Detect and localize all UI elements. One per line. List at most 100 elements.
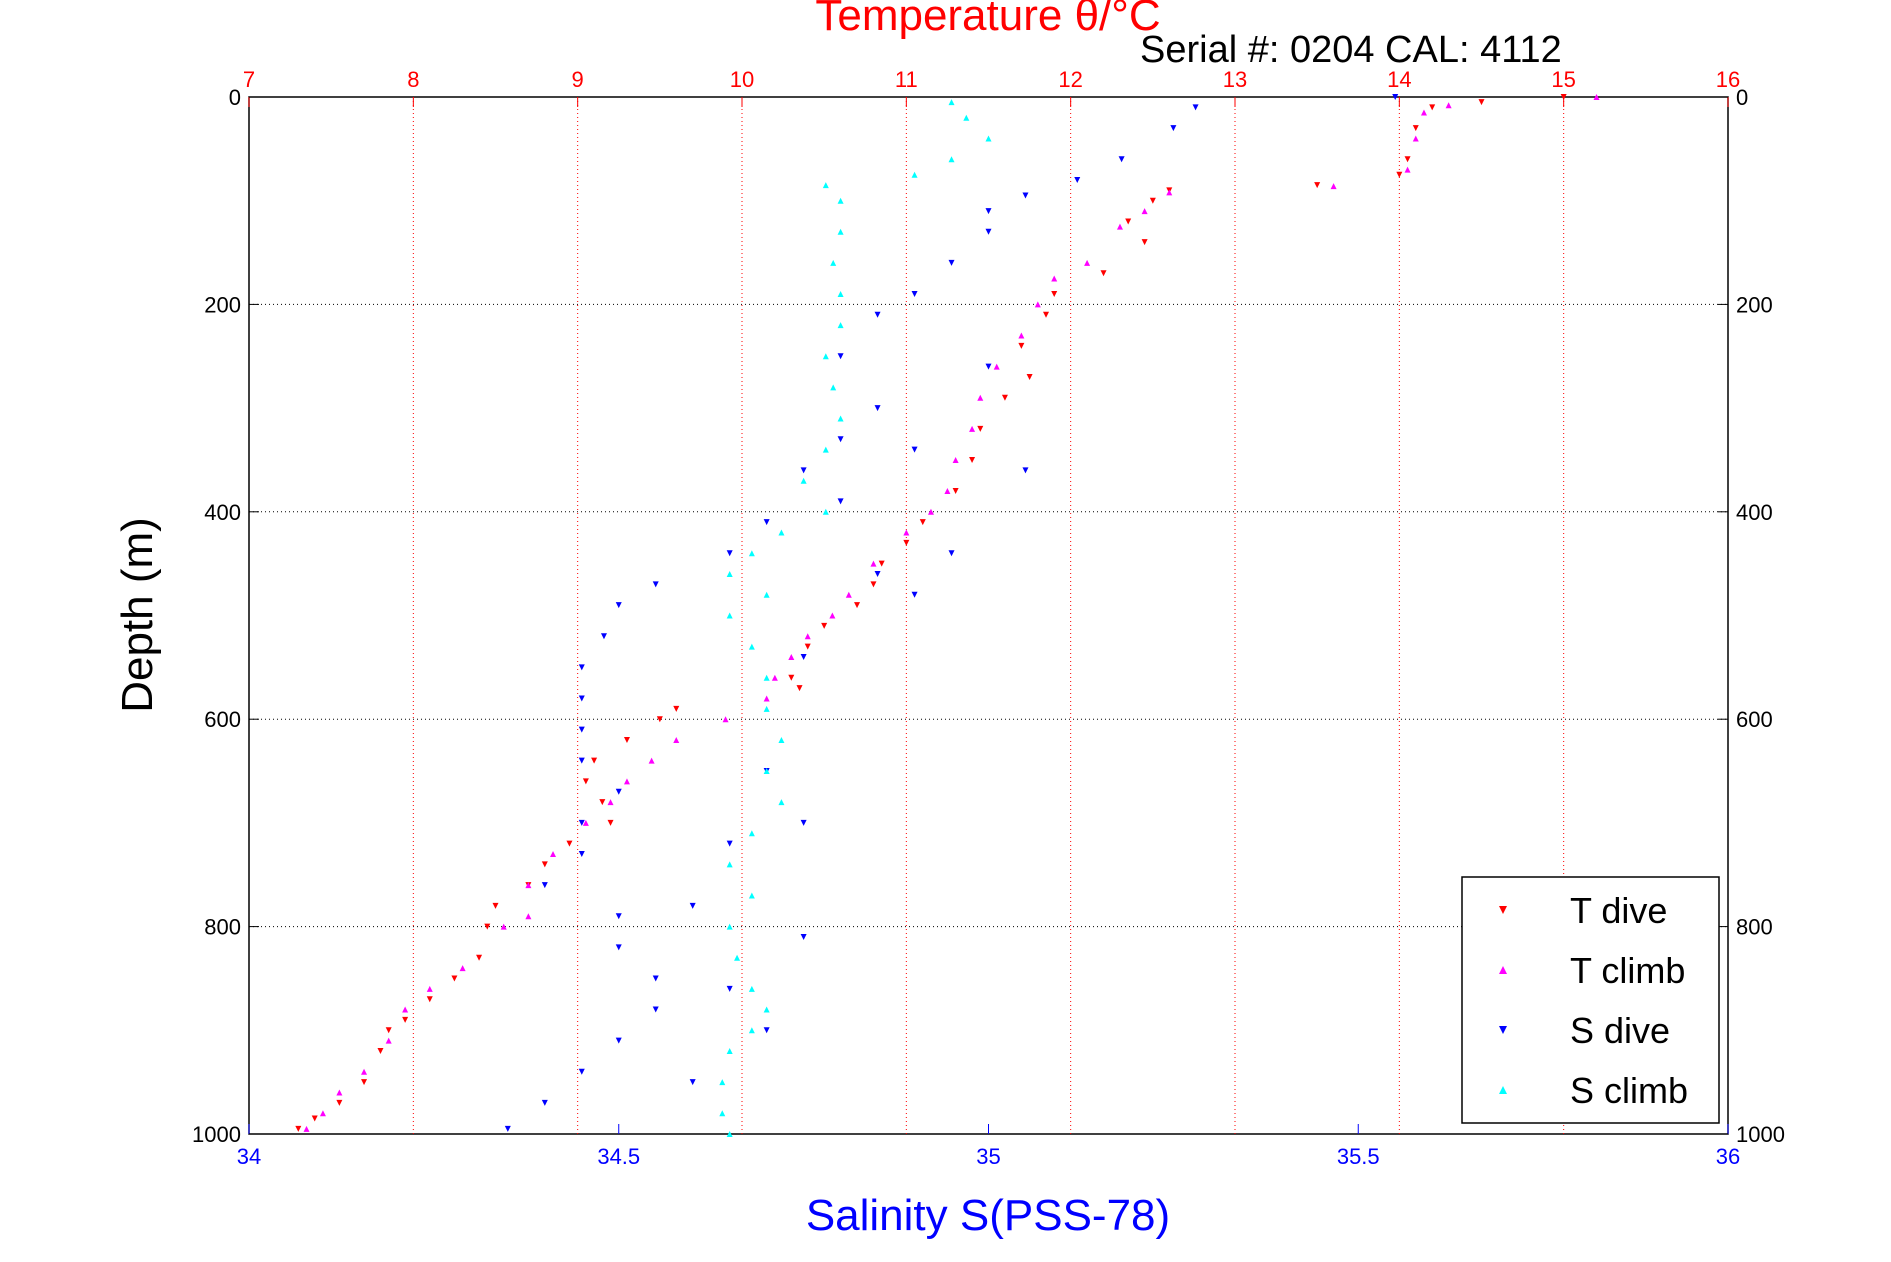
legend-label: S dive <box>1570 1010 1670 1051</box>
data-point <box>919 519 926 526</box>
data-point <box>578 851 585 858</box>
data-point <box>1429 104 1436 111</box>
data-point <box>837 291 844 298</box>
data-point <box>1022 467 1029 474</box>
data-point <box>911 171 918 178</box>
data-point <box>377 1048 384 1055</box>
data-point <box>500 923 507 930</box>
salinity-tick-label: 35 <box>976 1144 1000 1169</box>
data-point <box>582 778 589 785</box>
data-point <box>652 581 659 588</box>
data-point <box>1018 342 1025 349</box>
data-point <box>541 861 548 868</box>
data-point <box>599 799 606 806</box>
data-point <box>969 456 976 463</box>
data-point <box>525 882 532 889</box>
data-point <box>578 726 585 733</box>
data-point <box>525 913 532 920</box>
data-point <box>652 1006 659 1013</box>
tick-labels: 7 8 9 10 11 12 13 14 15 16 34 34.5 35 35.5 36 0 0 200 200 4… <box>192 67 1785 1169</box>
data-point <box>402 1016 409 1023</box>
data-point <box>1149 197 1156 204</box>
data-point <box>948 550 955 557</box>
data-point <box>1026 373 1033 380</box>
data-point <box>977 394 984 401</box>
data-point <box>870 581 877 588</box>
data-point <box>788 674 795 681</box>
data-point <box>748 892 755 899</box>
legend-label: S climb <box>1570 1070 1688 1111</box>
data-point <box>615 944 622 951</box>
depth-tick-label-right: 800 <box>1736 915 1773 940</box>
depth-tick-label-left: 800 <box>204 915 241 940</box>
data-point <box>600 633 607 640</box>
data-point <box>763 674 770 681</box>
data-point <box>1420 109 1427 116</box>
depth-tick-label-left: 400 <box>204 500 241 525</box>
data-point <box>763 591 770 598</box>
data-point <box>578 695 585 702</box>
data-point <box>985 208 992 215</box>
data-point <box>778 529 785 536</box>
data-point <box>903 539 910 546</box>
data-point <box>319 1110 326 1117</box>
data-point <box>870 560 877 567</box>
temperature-tick-label: 7 <box>243 67 255 92</box>
data-point <box>1034 301 1041 308</box>
series-s-climb <box>719 99 992 1137</box>
data-point <box>771 674 778 681</box>
legend-label: T climb <box>1570 950 1685 991</box>
data-point <box>459 965 466 972</box>
data-point <box>796 685 803 692</box>
data-point <box>1412 135 1419 142</box>
legend-marker <box>1499 906 1507 914</box>
data-point <box>944 488 951 495</box>
data-point <box>591 757 598 764</box>
salinity-tick-label: 36 <box>1716 1144 1740 1169</box>
data-point <box>874 405 881 412</box>
legend-marker <box>1499 966 1507 974</box>
data-point <box>726 923 733 930</box>
data-point <box>402 1006 409 1013</box>
data-point <box>1116 223 1123 230</box>
data-point <box>800 933 807 940</box>
data-point <box>734 954 741 961</box>
data-point <box>504 1125 511 1132</box>
data-point <box>426 985 433 992</box>
data-point <box>822 446 829 453</box>
data-point <box>854 602 861 609</box>
temperature-tick-label: 11 <box>895 67 918 92</box>
legend-marker <box>1499 1026 1507 1034</box>
data-point <box>648 757 655 764</box>
data-point <box>763 705 770 712</box>
data-point <box>804 633 811 640</box>
data-point <box>361 1079 368 1086</box>
data-point <box>911 446 918 453</box>
data-point <box>963 114 970 121</box>
data-point <box>550 851 557 858</box>
data-point <box>837 498 844 505</box>
data-point <box>426 996 433 1003</box>
data-point <box>689 902 696 909</box>
data-point <box>726 840 733 847</box>
data-point <box>763 519 770 526</box>
y-axis-label: Depth (m) <box>113 517 162 713</box>
data-points <box>295 94 1600 1137</box>
data-point <box>615 788 622 795</box>
data-point <box>903 529 910 536</box>
data-point <box>948 156 955 163</box>
data-point <box>985 363 992 370</box>
data-point <box>1560 94 1567 100</box>
data-point <box>969 425 976 432</box>
data-point <box>1170 125 1177 132</box>
data-point <box>1141 239 1148 246</box>
data-point <box>952 456 959 463</box>
data-point <box>578 664 585 671</box>
data-point <box>993 363 1000 370</box>
data-point <box>1084 259 1091 266</box>
data-point <box>578 757 585 764</box>
data-point <box>985 228 992 235</box>
data-point <box>1043 311 1050 318</box>
data-point <box>1314 182 1321 189</box>
data-point <box>1118 156 1125 163</box>
